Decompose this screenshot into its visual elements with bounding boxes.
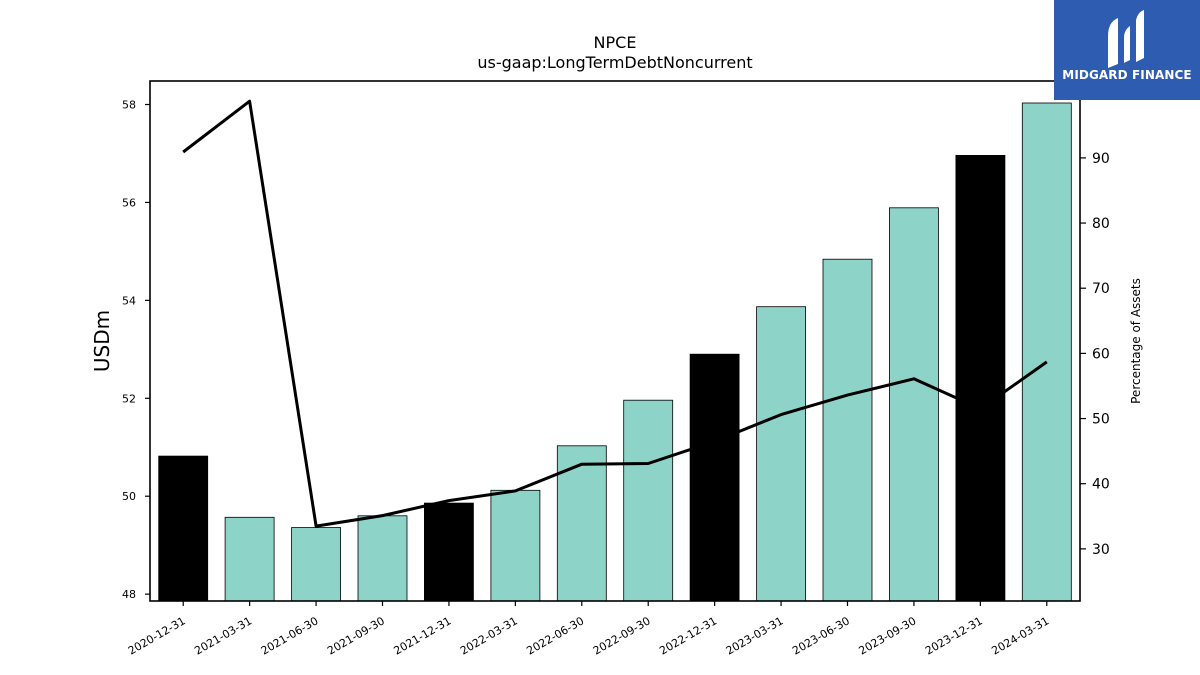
- bar-2024-03-31: [1021, 102, 1072, 602]
- y-tick-label: 48: [122, 588, 136, 601]
- midgard-logo-icon: [1108, 10, 1144, 68]
- plot-frame: [149, 80, 1081, 602]
- bar-2023-03-31: [756, 306, 806, 602]
- y2-tick-label: 40: [1092, 477, 1110, 493]
- x-tick-label: 2022-03-31: [458, 614, 520, 657]
- y-tick-label: 52: [122, 392, 136, 405]
- x-tick-label: 2023-09-30: [857, 614, 919, 657]
- y2-axis-label: Percentage of Assets: [1129, 278, 1143, 404]
- bar-2020-12-31: [158, 455, 209, 602]
- bar-2023-06-30: [822, 258, 873, 602]
- y2-tick-label: 50: [1092, 412, 1110, 428]
- bar-2021-06-30: [291, 527, 342, 602]
- chart-title: NPCE: [594, 33, 637, 52]
- x-tick-label: 2024-03-31: [989, 614, 1051, 657]
- y-tick-label: 56: [122, 196, 136, 209]
- x-tick-label: 2021-03-31: [192, 614, 254, 657]
- chart-subtitle: us-gaap:LongTermDebtNoncurrent: [477, 53, 752, 72]
- x-tick-label: 2021-06-30: [259, 614, 321, 657]
- logo-text: MIDGARD FINANCE: [1062, 68, 1192, 82]
- left-axis-ticks: 48 50 52 54 56 58: [122, 99, 150, 601]
- x-tick-label: 2022-09-30: [591, 614, 653, 657]
- right-axis-ticks: 30 40 50 60 70 80 90: [1080, 151, 1110, 558]
- brand-logo: MIDGARD FINANCE: [1054, 0, 1200, 100]
- y2-tick-label: 30: [1092, 542, 1110, 558]
- x-tick-label: 2020-12-31: [126, 614, 188, 657]
- bar-2023-12-31: [955, 154, 1006, 602]
- line-layer: [182, 99, 1048, 528]
- bar-2021-09-30: [357, 515, 408, 602]
- y-axis-label: USDm: [90, 310, 114, 372]
- percentage-line: [182, 99, 1048, 528]
- x-tick-label: 2021-12-31: [392, 614, 454, 657]
- x-tick-label: 2023-06-30: [790, 614, 852, 657]
- x-tick-label: 2023-12-31: [923, 614, 985, 657]
- x-axis-ticks: 2020-12-31 2021-03-31 2021-06-30 2021-09-30…: [126, 601, 1051, 658]
- x-tick-label: 2021-09-30: [325, 614, 387, 657]
- bar-2022-06-30: [556, 445, 607, 602]
- y2-tick-label: 90: [1092, 151, 1110, 167]
- bar-2022-03-31: [490, 489, 541, 602]
- x-tick-label: 2023-03-31: [724, 614, 786, 657]
- y-tick-label: 58: [122, 99, 136, 112]
- x-tick-label: 2022-06-30: [524, 614, 586, 657]
- bar-2023-09-30: [889, 207, 939, 602]
- y-tick-label: 50: [122, 490, 136, 503]
- y2-tick-label: 80: [1092, 216, 1110, 232]
- y2-tick-label: 70: [1092, 281, 1110, 297]
- bar-group: [158, 102, 1072, 602]
- x-tick-label: 2022-12-31: [657, 614, 719, 657]
- bar-2021-03-31: [224, 516, 275, 602]
- bar-2022-09-30: [623, 399, 674, 602]
- y2-tick-label: 60: [1092, 346, 1110, 362]
- bar-2022-12-31: [689, 353, 740, 602]
- y-tick-label: 54: [122, 294, 136, 307]
- bar-2021-12-31: [423, 502, 474, 602]
